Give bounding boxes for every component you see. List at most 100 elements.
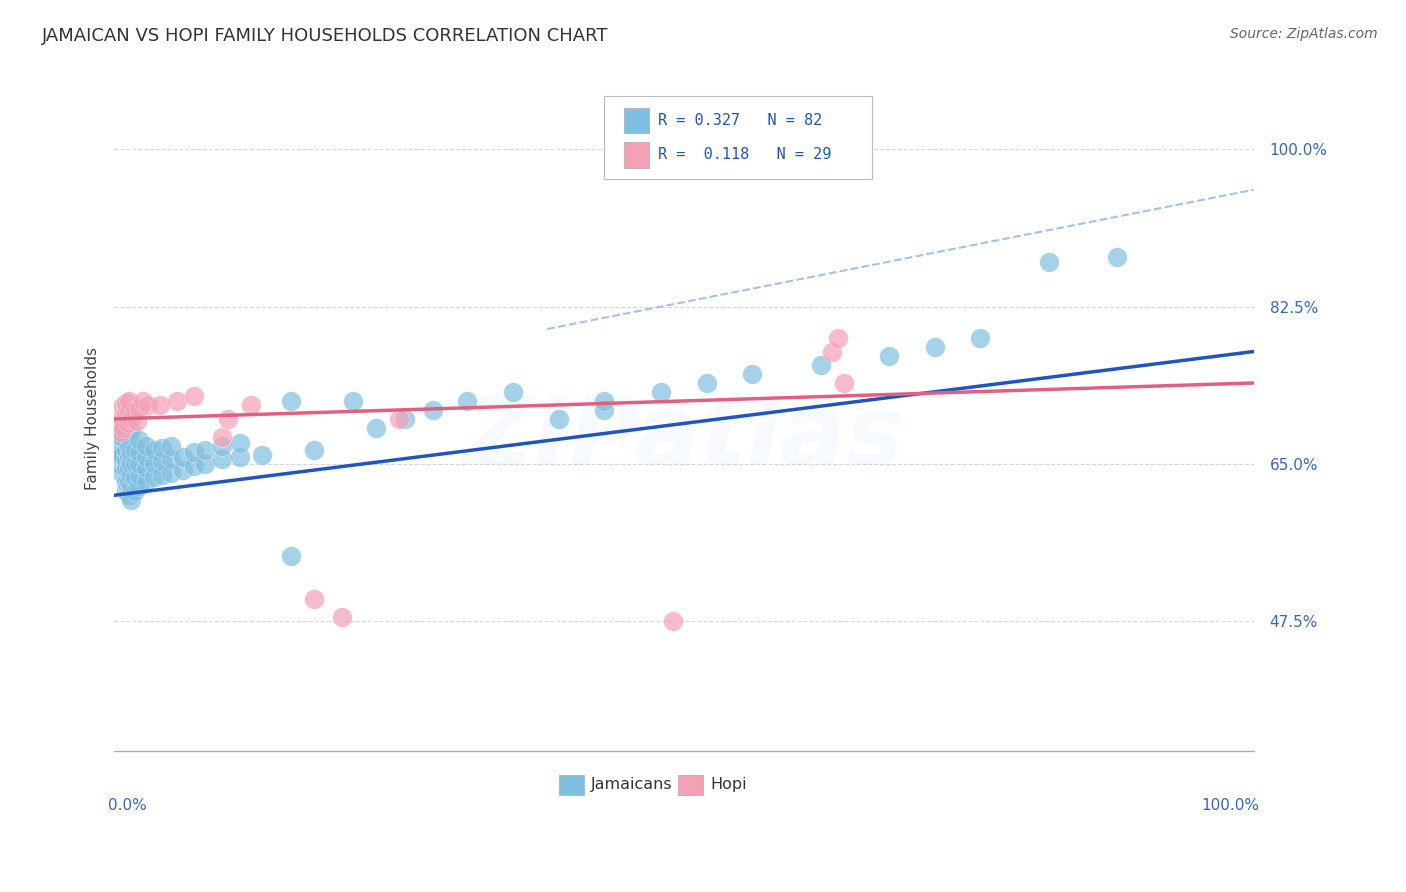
Point: [118, 439, 141, 453]
Point: [128, 433, 150, 447]
Point: [108, 430, 131, 444]
Point: [211, 452, 233, 467]
Point: [117, 417, 139, 431]
Bar: [558, 775, 583, 795]
Point: [114, 408, 136, 422]
Point: [650, 384, 672, 399]
Point: [118, 488, 141, 502]
Point: [124, 483, 146, 498]
Point: [252, 448, 274, 462]
Point: [131, 393, 153, 408]
Point: [108, 421, 131, 435]
Point: [128, 401, 150, 416]
Point: [194, 443, 217, 458]
Point: [124, 443, 146, 458]
Point: [124, 470, 146, 484]
Point: [135, 439, 157, 453]
Point: [114, 434, 136, 449]
Point: [128, 457, 150, 471]
Point: [166, 393, 188, 408]
Point: [118, 405, 141, 419]
Point: [661, 614, 683, 628]
Point: [228, 450, 250, 464]
Point: [217, 412, 239, 426]
Point: [138, 399, 160, 413]
Point: [160, 452, 183, 467]
Point: [183, 458, 205, 473]
Point: [114, 443, 136, 458]
Point: [120, 457, 142, 471]
Point: [120, 467, 142, 482]
Text: Hopi: Hopi: [710, 777, 747, 792]
Point: [111, 401, 134, 415]
Point: [342, 393, 364, 408]
Text: R = 0.327   N = 82: R = 0.327 N = 82: [658, 112, 823, 128]
Point: [388, 412, 411, 426]
Point: [183, 445, 205, 459]
Point: [112, 421, 135, 435]
Point: [114, 475, 136, 489]
Point: [1105, 250, 1128, 264]
Bar: [624, 108, 648, 133]
Point: [150, 454, 173, 468]
Text: R =  0.118   N = 29: R = 0.118 N = 29: [658, 147, 831, 162]
Point: [330, 609, 353, 624]
Point: [160, 439, 183, 453]
Point: [183, 389, 205, 403]
Point: [108, 439, 131, 453]
Point: [128, 467, 150, 482]
Point: [821, 344, 844, 359]
Point: [111, 466, 134, 480]
Text: Source: ZipAtlas.com: Source: ZipAtlas.com: [1230, 27, 1378, 41]
Point: [593, 403, 616, 417]
Point: [741, 367, 763, 381]
Point: [422, 403, 444, 417]
Point: [128, 479, 150, 493]
Point: [135, 461, 157, 475]
FancyBboxPatch shape: [605, 96, 872, 179]
Point: [160, 466, 183, 480]
Point: [924, 340, 946, 354]
Point: [118, 461, 141, 475]
Point: [108, 457, 131, 471]
Point: [111, 412, 134, 426]
Point: [302, 591, 325, 606]
Bar: [624, 142, 648, 168]
Point: [832, 376, 855, 390]
Bar: [678, 775, 703, 795]
Text: Jamaicans: Jamaicans: [591, 777, 672, 792]
Point: [547, 412, 569, 426]
Point: [128, 445, 150, 459]
Text: 100.0%: 100.0%: [1202, 798, 1260, 813]
Point: [120, 434, 142, 449]
Point: [120, 446, 142, 460]
Point: [114, 461, 136, 475]
Point: [366, 421, 388, 435]
Point: [120, 479, 142, 493]
Point: [120, 492, 142, 507]
Text: 0.0%: 0.0%: [108, 798, 148, 813]
Point: [135, 475, 157, 489]
Point: [877, 349, 900, 363]
Point: [302, 443, 325, 458]
Y-axis label: Family Households: Family Households: [86, 347, 100, 491]
Point: [143, 457, 166, 471]
Point: [114, 452, 136, 467]
Point: [125, 414, 148, 428]
Point: [108, 417, 131, 431]
Text: JAMAICAN VS HOPI FAMILY HOUSEHOLDS CORRELATION CHART: JAMAICAN VS HOPI FAMILY HOUSEHOLDS CORRE…: [42, 27, 609, 45]
Point: [143, 470, 166, 484]
Point: [108, 448, 131, 462]
Point: [120, 412, 142, 426]
Point: [150, 441, 173, 455]
Point: [696, 376, 718, 390]
Point: [211, 439, 233, 453]
Point: [827, 331, 849, 345]
Point: [194, 457, 217, 471]
Point: [120, 423, 142, 437]
Point: [114, 483, 136, 498]
Point: [593, 393, 616, 408]
Point: [118, 393, 141, 408]
Point: [118, 450, 141, 464]
Point: [124, 403, 146, 417]
